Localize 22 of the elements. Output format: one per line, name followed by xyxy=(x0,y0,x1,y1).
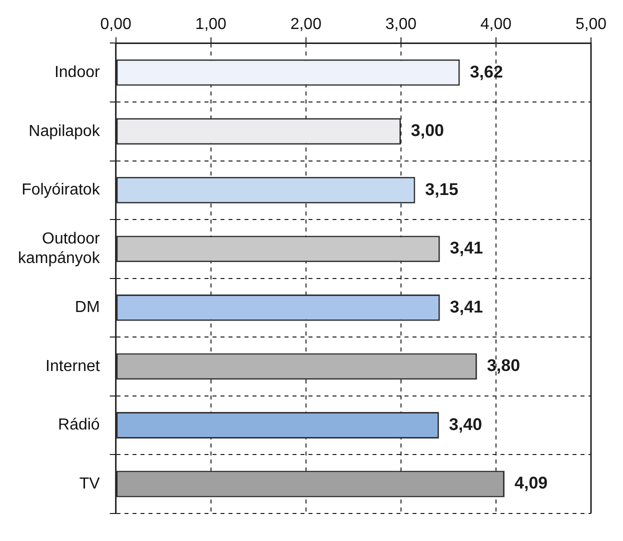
x-tick-label: 3,00 xyxy=(385,16,417,34)
x-tick-label: 2,00 xyxy=(290,16,322,34)
y-tick-label: Indoor xyxy=(54,64,100,81)
data-label: 3,80 xyxy=(486,356,520,376)
y-tick-label: Internet xyxy=(46,358,100,375)
y-tick-label: DM xyxy=(74,299,100,316)
y-tick-label: Folyóiratok xyxy=(22,182,101,199)
data-label: 3,41 xyxy=(450,238,483,258)
y-tick-label: Outdoor kampányok xyxy=(18,230,101,267)
data-label: 3,62 xyxy=(470,62,503,82)
data-label: 3,00 xyxy=(410,121,444,140)
x-tick-label: 0,00 xyxy=(100,16,132,34)
x-tick-label: 4,00 xyxy=(480,16,512,34)
data-label: 3,40 xyxy=(448,414,482,434)
data-label: 3,41 xyxy=(450,297,483,316)
x-tick-label: 5,00 xyxy=(575,16,607,34)
y-tick-label: Rádió xyxy=(58,416,100,434)
data-label: 3,15 xyxy=(425,180,458,199)
y-tick-label: TV xyxy=(79,475,100,492)
y-tick-label: Napilapok xyxy=(28,122,101,140)
x-tick-label: 1,00 xyxy=(195,16,227,34)
data-label: 4,09 xyxy=(514,474,548,493)
